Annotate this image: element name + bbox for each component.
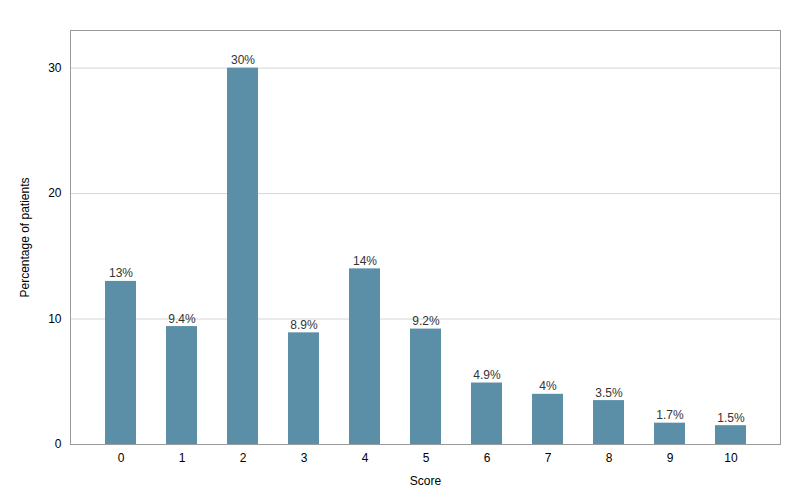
svg-text:0: 0 [118, 451, 125, 465]
svg-text:8: 8 [606, 451, 613, 465]
svg-text:6: 6 [484, 451, 491, 465]
svg-text:4: 4 [362, 451, 369, 465]
svg-text:9: 9 [667, 451, 674, 465]
svg-text:5: 5 [423, 451, 430, 465]
svg-text:10: 10 [48, 312, 62, 326]
svg-text:Percentage of patients: Percentage of patients [18, 177, 32, 297]
svg-text:20: 20 [48, 186, 62, 200]
svg-text:Score: Score [410, 474, 442, 488]
svg-text:4%: 4% [539, 379, 557, 393]
svg-text:7: 7 [545, 451, 552, 465]
svg-text:3: 3 [301, 451, 308, 465]
svg-text:13%: 13% [109, 266, 133, 280]
svg-text:8.9%: 8.9% [290, 318, 318, 332]
svg-text:14%: 14% [353, 254, 377, 268]
svg-text:4.9%: 4.9% [473, 368, 501, 382]
svg-text:0: 0 [55, 437, 62, 451]
svg-text:1: 1 [179, 451, 186, 465]
svg-text:10: 10 [724, 451, 738, 465]
svg-text:3.5%: 3.5% [595, 386, 623, 400]
svg-text:9.2%: 9.2% [412, 314, 440, 328]
svg-text:30: 30 [48, 61, 62, 75]
svg-text:1.7%: 1.7% [656, 408, 684, 422]
svg-text:1.5%: 1.5% [717, 411, 745, 425]
svg-text:2: 2 [240, 451, 247, 465]
svg-text:30%: 30% [231, 53, 255, 67]
svg-text:9.4%: 9.4% [168, 312, 196, 326]
